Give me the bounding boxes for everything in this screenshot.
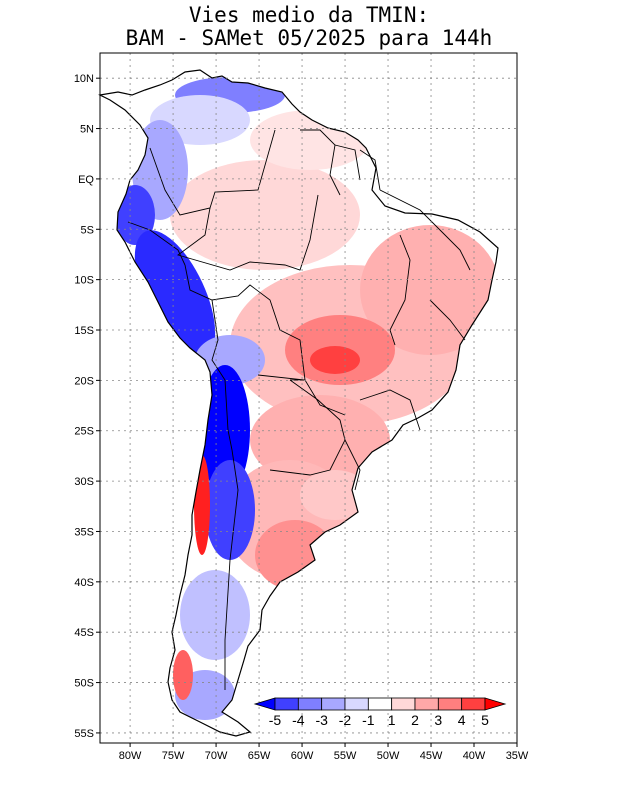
map-title-line2: BAM - SAMet 05/2025 para 144h [125,26,493,50]
colorbar-label: -3 [315,712,328,728]
lat-label: 55S [74,728,94,740]
lon-label: 35W [506,750,529,762]
warm-anomaly-amazon [170,160,360,270]
colorbar: -5 -4 -3 -2 -1 1 2 3 4 5 [253,697,507,728]
latitude-axis: 10N 5N EQ 5S 10S 15S 20S 25S 30S 35S 40S 45S 50S 55S [74,73,100,740]
warm-anomaly-core [310,346,360,374]
colorbar-arrow-right [484,697,507,711]
country-borders [127,129,471,690]
colorbar-label: -2 [339,712,352,728]
cold-anomaly-patagonia [180,570,250,660]
longitude-axis: 80W 75W 70W 65W 60W 55W 50W 45W 40W 35W [119,743,529,762]
lat-label: 15S [74,325,94,337]
lat-label: 5N [80,124,94,136]
lat-label: 45S [74,627,94,639]
bias-field [115,77,498,720]
lon-label: 40W [463,750,486,762]
lat-label: 25S [74,426,94,438]
cold-anomaly-peru [134,230,216,360]
lat-label: 50S [74,678,94,690]
colorbar-label: 4 [458,712,466,728]
colorbar-segment [297,697,323,711]
lon-label: 70W [205,750,228,762]
lat-label: 40S [74,577,94,589]
warm-anomaly-uruguay [300,470,370,520]
lon-label: 65W [248,750,271,762]
lon-label: 80W [119,750,142,762]
lon-label: 75W [162,750,185,762]
colorbar-segment [391,697,416,711]
lon-label: 60W [291,750,314,762]
warm-anomaly-chile [194,455,210,555]
colorbar-segment [321,697,346,711]
map-frame [99,52,518,744]
colorbar-segment [344,697,369,711]
lon-label: 55W [334,750,357,762]
colorbar-segment [461,697,486,711]
lon-label: 50W [377,750,400,762]
colorbar-label: 3 [434,712,442,728]
colorbar-segment [367,697,393,711]
colorbar-label: 1 [388,712,396,728]
colorbar-label: 2 [411,712,419,728]
lat-label: 5S [81,224,94,236]
lat-label: 30S [74,476,94,488]
coastline [98,69,499,737]
colorbar-label: -4 [292,712,305,728]
warm-anomaly-pampas [255,520,335,590]
lat-label: 20S [74,375,94,387]
colorbar-label: 5 [481,712,489,728]
colorbar-segment [274,697,299,711]
lon-label: 45W [420,750,443,762]
colorbar-arrow-left [253,697,276,711]
lat-label: 10N [74,73,94,85]
map-title-line1: Vies medio da TMIN: [188,3,430,27]
cold-anomaly-andes-central [205,460,255,560]
cold-anomaly-bolivia [195,335,265,385]
lat-label: EQ [78,174,94,186]
lat-label: 10S [74,275,94,287]
colorbar-segment [414,697,439,711]
lat-label: 35S [74,526,94,538]
colorbar-label: -5 [269,712,282,728]
colorbar-segment [437,697,463,711]
warm-anomaly-south-chile [173,650,193,700]
warm-anomaly-northeast [360,225,498,355]
cold-anomaly-ecuador [115,185,155,245]
colorbar-label: -1 [362,712,375,728]
